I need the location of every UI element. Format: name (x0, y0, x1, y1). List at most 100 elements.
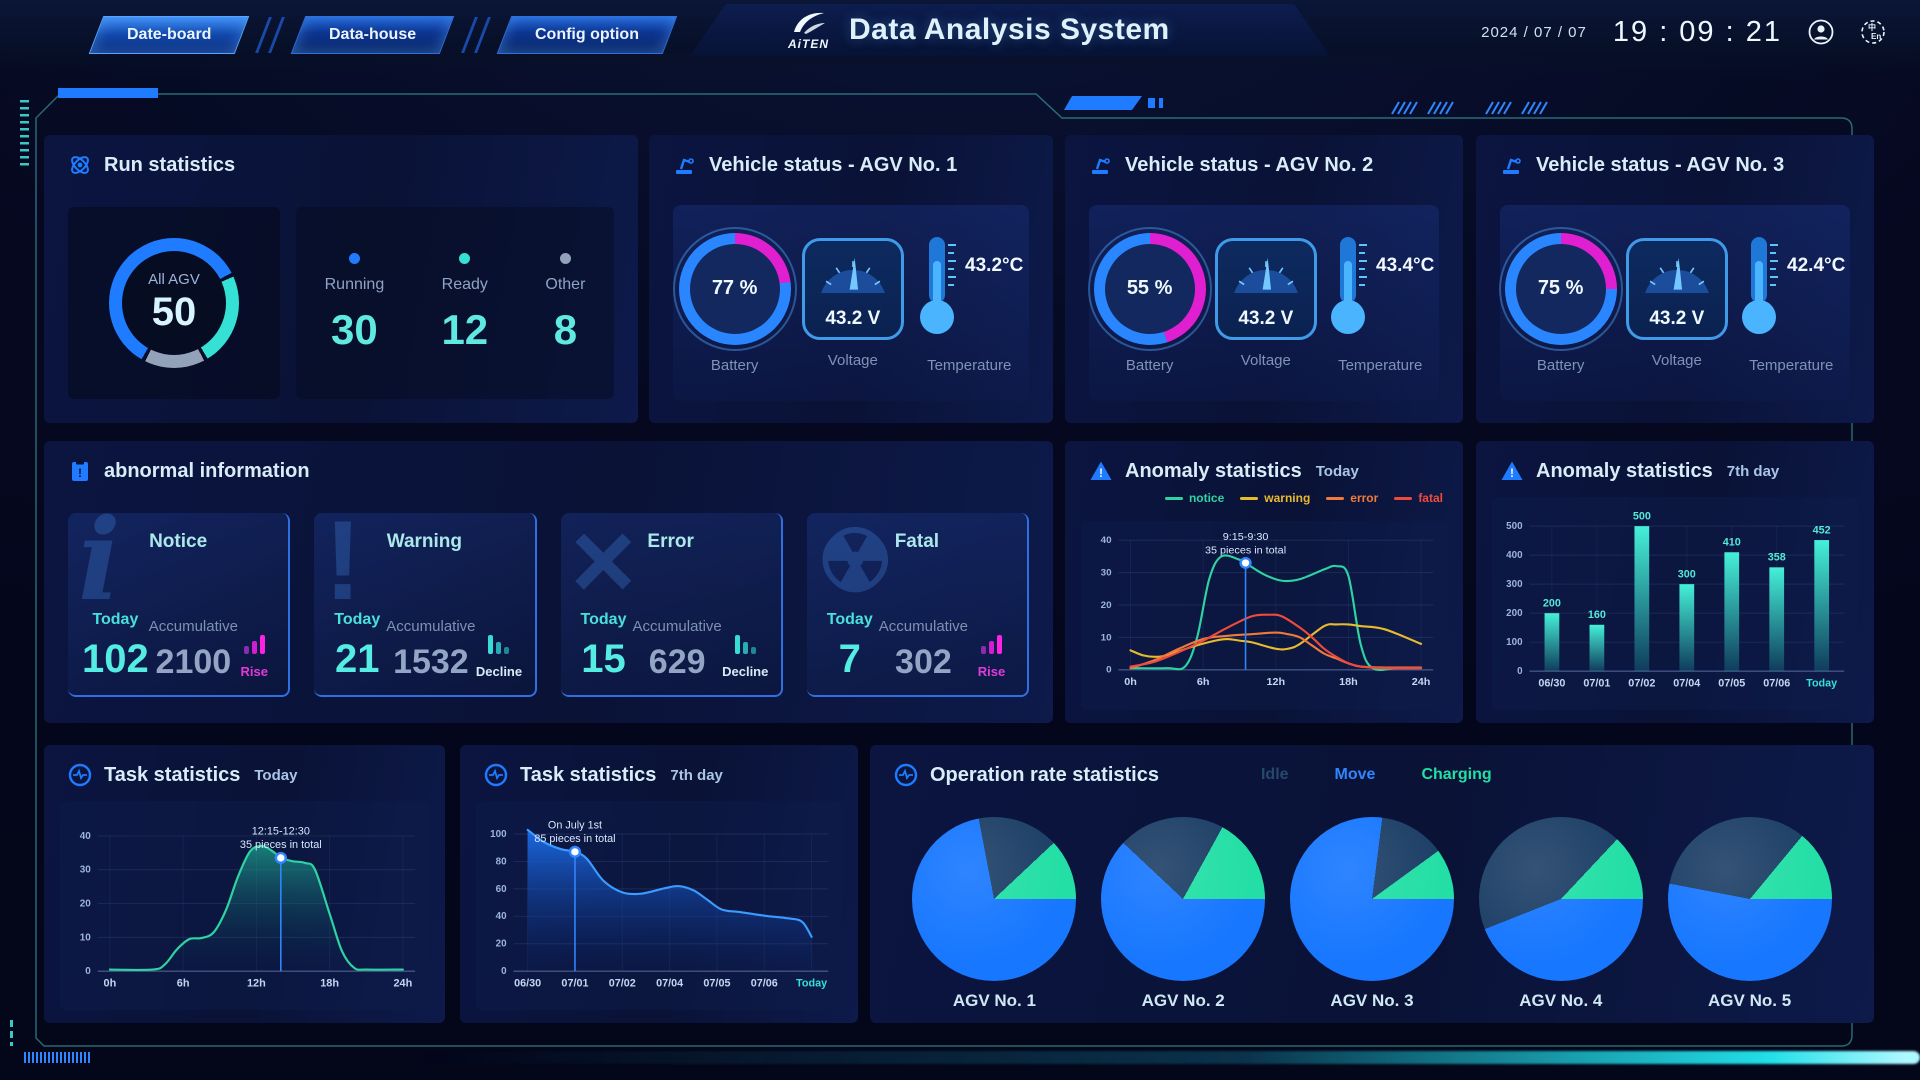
panel-subtitle: 7th day (1726, 462, 1780, 480)
vehicle-metrics-card: 77 % Battery 43.2 V Voltage (672, 205, 1029, 401)
battery-ring: 55 % (1087, 226, 1212, 351)
panel-operation-rate: Operation rate statistics Idle Move Chargi… (870, 745, 1874, 1023)
legend-item-notice[interactable]: notice (1164, 491, 1224, 505)
agv-states-card: Running 30 Ready 12 Other 8 (296, 207, 614, 399)
svg-text:En: En (1871, 32, 1881, 41)
svg-text:07/06: 07/06 (751, 978, 778, 990)
svg-text:中: 中 (1868, 22, 1876, 32)
svg-text:!: ! (1510, 466, 1514, 480)
legend-item-warning[interactable]: warning (1240, 491, 1310, 505)
robot-arm-icon (676, 158, 694, 174)
legend-item-fatal[interactable]: fatal (1394, 491, 1443, 505)
battery-metric: 75 % Battery (1498, 226, 1623, 374)
svg-text:07/02: 07/02 (1628, 678, 1655, 690)
anomaly-7day-chart: 0 100 200 300 400 500 200 06/30 160 07/01 500 07/02… (1492, 497, 1858, 710)
voltage-metric: 43.2 V Voltage (801, 237, 904, 369)
legend-item-error[interactable]: error (1326, 491, 1378, 505)
other-stat: Other 8 (545, 252, 585, 354)
pie-label: AGV No. 3 (1330, 991, 1414, 1010)
thermometer-icon (920, 236, 957, 334)
tab-config-option[interactable]: Config option (496, 16, 677, 54)
top-bar: Date-board Data-house Config option AiTE… (0, 0, 1920, 78)
panel-task-statistics-today: Task statistics Today 0 10 20 30 40 0h 6h 12h 18… (44, 745, 445, 1023)
legend-item-charging[interactable]: Charging (1421, 766, 1492, 783)
ready-stat: Ready 12 (441, 252, 488, 354)
svg-text:0: 0 (1517, 666, 1523, 677)
svg-text:10: 10 (1101, 632, 1112, 643)
svg-text:60: 60 (496, 884, 508, 895)
language-toggle-icon[interactable]: 中 En (1860, 19, 1886, 45)
abnormal-cards: i Notice Today 102 Accumulative 2100 Rise … (68, 513, 1029, 697)
panel-task-statistics-7day: Task statistics 7th day 0 20 40 60 80 100 06/3… (460, 745, 858, 1023)
pie-chart-agv-4 (1478, 817, 1643, 981)
svg-text:200: 200 (1543, 597, 1561, 609)
pie-cell-agv-1: AGV No. 1 (912, 817, 1077, 1013)
svg-text:07/02: 07/02 (609, 978, 636, 990)
svg-text:6h: 6h (1197, 676, 1210, 688)
pulse-circle-icon (894, 763, 918, 787)
battery-ring: 77 % (672, 226, 797, 351)
svg-text:40: 40 (496, 911, 508, 922)
panel-title: Vehicle status - AGV No. 3 (1536, 153, 1785, 176)
panel-run-statistics: Run statistics All AGV 50 Running 30 Rea… (44, 135, 638, 423)
svg-text:452: 452 (1813, 524, 1831, 536)
svg-text:20: 20 (80, 899, 92, 910)
svg-text:30: 30 (80, 865, 92, 876)
temperature-metric: 43.4°C Temperature (1326, 233, 1434, 374)
pie-cell-agv-4: AGV No. 4 (1478, 817, 1643, 1013)
trend-bars-icon (488, 634, 510, 654)
panel-vehicle-status-1: Vehicle status - AGV No. 1 77 % Battery … (649, 135, 1053, 423)
svg-text:Today: Today (1806, 678, 1837, 690)
legend-item-move[interactable]: Move (1334, 766, 1376, 783)
pie-chart-agv-1 (912, 817, 1077, 981)
legend-item-idle[interactable]: Idle (1260, 766, 1289, 783)
trend-bars-icon (734, 634, 756, 654)
cross-icon: × (570, 513, 636, 623)
svg-text:9:15-9:30: 9:15-9:30 (1223, 531, 1269, 543)
svg-text:10: 10 (80, 932, 92, 943)
info-icon: i (78, 513, 121, 626)
running-stat: Running 30 (325, 252, 384, 354)
user-icon[interactable] (1808, 19, 1834, 45)
other-dot (559, 252, 571, 264)
trend-label: Decline (722, 664, 769, 679)
anomaly_today-svg: 0 10 20 30 40 0h 6h 12h 18h 24h 9:15-9:30 35 pieces… (1101, 531, 1434, 688)
thermometer-icon (1742, 236, 1779, 334)
pie-cell-agv-3: AGV No. 3 (1289, 817, 1454, 1013)
panel-vehicle-status-2: Vehicle status - AGV No. 2 55 % Battery … (1065, 135, 1463, 423)
trend-bars-icon (980, 634, 1002, 654)
svg-text:100: 100 (1506, 637, 1523, 648)
svg-text:35 pieces in total: 35 pieces in total (1205, 545, 1286, 557)
vehicle-metrics-card: 55 % Battery 43.2 V Voltage (1087, 205, 1439, 401)
main-nav: Date-board Data-house Config option (88, 16, 677, 54)
error-card: × Error Today 15 Accumulative 629 Decline (560, 513, 783, 697)
svg-text:07/05: 07/05 (703, 978, 730, 990)
svg-text:358: 358 (1768, 552, 1786, 564)
svg-text:12:15-12:30: 12:15-12:30 (252, 826, 310, 838)
svg-text:06/30: 06/30 (1538, 678, 1565, 690)
pie-chart-agv-2 (1101, 817, 1266, 981)
robot-arm-icon (1503, 158, 1521, 174)
pie-label: AGV No. 5 (1708, 991, 1792, 1010)
panel-title: Operation rate statistics (930, 763, 1159, 786)
tab-data-house[interactable]: Data-house (291, 16, 455, 54)
all-agv-card: All AGV 50 (68, 207, 280, 399)
svg-text:!: ! (78, 466, 82, 480)
page-title: Data Analysis System (849, 13, 1170, 46)
logo-swoosh-icon (793, 12, 825, 34)
warning-triangle-icon: ! (1090, 461, 1112, 480)
trend-label: Decline (475, 664, 523, 679)
panel-title: Vehicle status - AGV No. 2 (1125, 153, 1374, 176)
pie-label: AGV No. 1 (952, 991, 1036, 1010)
svg-text:160: 160 (1588, 609, 1606, 621)
voltage-metric: 43.2 V Voltage (1625, 237, 1728, 369)
tab-date-board[interactable]: Date-board (88, 16, 250, 54)
all-agv-value: 50 (151, 290, 197, 334)
battery-ring: 75 % (1498, 226, 1623, 351)
svg-text:24h: 24h (393, 978, 412, 990)
trend-label: Rise (240, 664, 268, 679)
svg-text:300: 300 (1678, 568, 1696, 580)
svg-text:40: 40 (80, 831, 92, 842)
atom-icon (71, 156, 89, 174)
panel-anomaly-statistics-today: ! Anomaly statistics Today notice warning… (1065, 441, 1463, 723)
